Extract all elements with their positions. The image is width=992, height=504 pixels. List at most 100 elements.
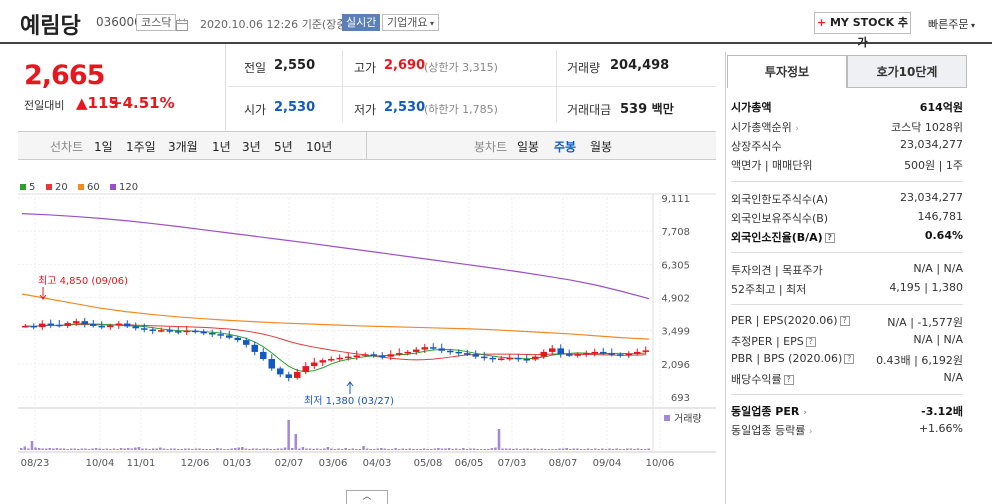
volume-bar (572, 448, 576, 450)
caret-down-icon: ▾ (968, 21, 976, 30)
volume-bar (116, 449, 119, 450)
help-icon[interactable]: ? (844, 354, 855, 364)
volume-bar (458, 449, 462, 450)
volume-bar (469, 448, 472, 450)
candle-body (532, 356, 539, 360)
volume-bar (180, 449, 183, 450)
period-1w[interactable]: 1주일 (126, 140, 156, 154)
est-per-row: 추정PER | EPS? N/A | N/A (731, 333, 963, 348)
company-info-button[interactable]: 기업개요 ▾ (382, 14, 440, 31)
volume-bar (251, 448, 255, 450)
market-rank-row[interactable]: 시가총액순위 › 코스닥 1028위 (731, 121, 963, 134)
chart-collapse-button[interactable]: ︿ (346, 490, 388, 504)
dividend-row: 배당수익률? N/A (731, 371, 963, 386)
volume-bar (494, 447, 497, 450)
industry-per-row[interactable]: 동일업종 PER › -3.12배 (731, 405, 963, 418)
help-icon[interactable]: ? (805, 337, 816, 347)
candle-body (523, 359, 530, 361)
volume-bar (586, 448, 590, 450)
volume-bar (465, 449, 469, 450)
candle-monthly[interactable]: 월봉 (590, 140, 613, 154)
help-icon[interactable]: ? (783, 375, 794, 385)
volume-bar (230, 448, 233, 450)
volume-bar (511, 449, 515, 450)
volume-bar (451, 449, 454, 450)
x-tick-label: 03/06 (319, 458, 348, 469)
candle-body (583, 353, 590, 355)
volume-bar (155, 448, 159, 450)
legend-ma120: 120 (110, 182, 138, 193)
volume-bar (447, 448, 451, 450)
x-tick-label: 06/05 (455, 458, 484, 469)
candle-body (311, 362, 318, 367)
volume-bar (216, 448, 219, 450)
candle-body (566, 354, 573, 356)
volume-bar (369, 449, 372, 450)
help-icon[interactable]: ? (839, 316, 850, 326)
x-tick-label: 04/03 (363, 458, 392, 469)
candle-body (200, 331, 207, 334)
volume-bar (198, 448, 201, 450)
volume-bar (408, 448, 412, 450)
volume-bar (48, 448, 52, 450)
volume-bar (166, 449, 169, 450)
realtime-badge[interactable]: 실시간 (342, 14, 381, 31)
volume-bar (440, 448, 444, 450)
help-icon[interactable]: ? (824, 233, 835, 243)
candle-body (328, 359, 335, 361)
volume-bar (519, 449, 522, 450)
period-1y[interactable]: 1년 (212, 140, 231, 154)
candle-weekly[interactable]: 주봉 (554, 140, 577, 154)
volume-bar (615, 448, 618, 450)
volume-bar (365, 448, 369, 450)
lower-limit: (하한가 1,785) (424, 103, 498, 116)
volume-bar (212, 449, 216, 450)
industry-change-row[interactable]: 동일업종 등락률 › +1.66% (731, 422, 963, 437)
volume-bar (387, 449, 390, 450)
period-3y[interactable]: 3년 (242, 140, 261, 154)
tab-investment-info[interactable]: 투자정보 (727, 55, 847, 88)
volume-bar (487, 449, 490, 450)
period-3m[interactable]: 3개월 (168, 140, 198, 154)
volume-bar (101, 449, 105, 450)
candle-body (209, 333, 216, 335)
candle-body (268, 359, 275, 369)
volume-bar (583, 449, 586, 450)
candle-body (387, 354, 394, 357)
x-tick-label: 05/08 (414, 458, 443, 469)
volume-bar (333, 449, 337, 450)
mystock-add-button[interactable]: + MY STOCK 추가 (814, 12, 911, 49)
candle-body (217, 334, 224, 336)
y-tick-label: 3,499 (661, 327, 690, 338)
period-bar (18, 131, 716, 160)
candle-body (302, 366, 309, 373)
period-5y[interactable]: 5년 (274, 140, 293, 154)
candle-body (396, 353, 403, 355)
volume-bar (137, 447, 141, 450)
volume-bar (62, 448, 66, 450)
tab-order-book[interactable]: 호가10단계 (847, 55, 967, 88)
period-1d[interactable]: 1일 (94, 140, 113, 154)
period-10y[interactable]: 10년 (306, 140, 333, 154)
candle-daily[interactable]: 일봉 (517, 140, 540, 154)
candle-body (39, 323, 46, 328)
stock-header (0, 0, 992, 44)
quick-order-button[interactable]: 빠른주문 ▾ (928, 18, 976, 31)
volume-bar (319, 449, 323, 450)
price-chart[interactable]: 9,111 7,708 6,305 4,902 3,499 2,096 693 08/23 10… (0, 0, 720, 504)
volume-bar (84, 448, 87, 450)
volume-bar (622, 449, 626, 450)
volume-bar (355, 449, 358, 450)
candle-body (625, 353, 632, 356)
volume-bar (561, 448, 565, 450)
volume-bar (315, 448, 319, 450)
volume-bar (376, 448, 380, 450)
chevron-up-icon: ︿ (362, 492, 372, 502)
volume-bar (522, 448, 526, 450)
market-cap-row: 시가총액 614억원 (731, 101, 963, 114)
volume-bar (290, 448, 294, 450)
chevron-right-icon: › (795, 124, 799, 134)
volume-bar (340, 449, 344, 450)
candle-body (574, 354, 581, 356)
candle-body (430, 347, 437, 349)
